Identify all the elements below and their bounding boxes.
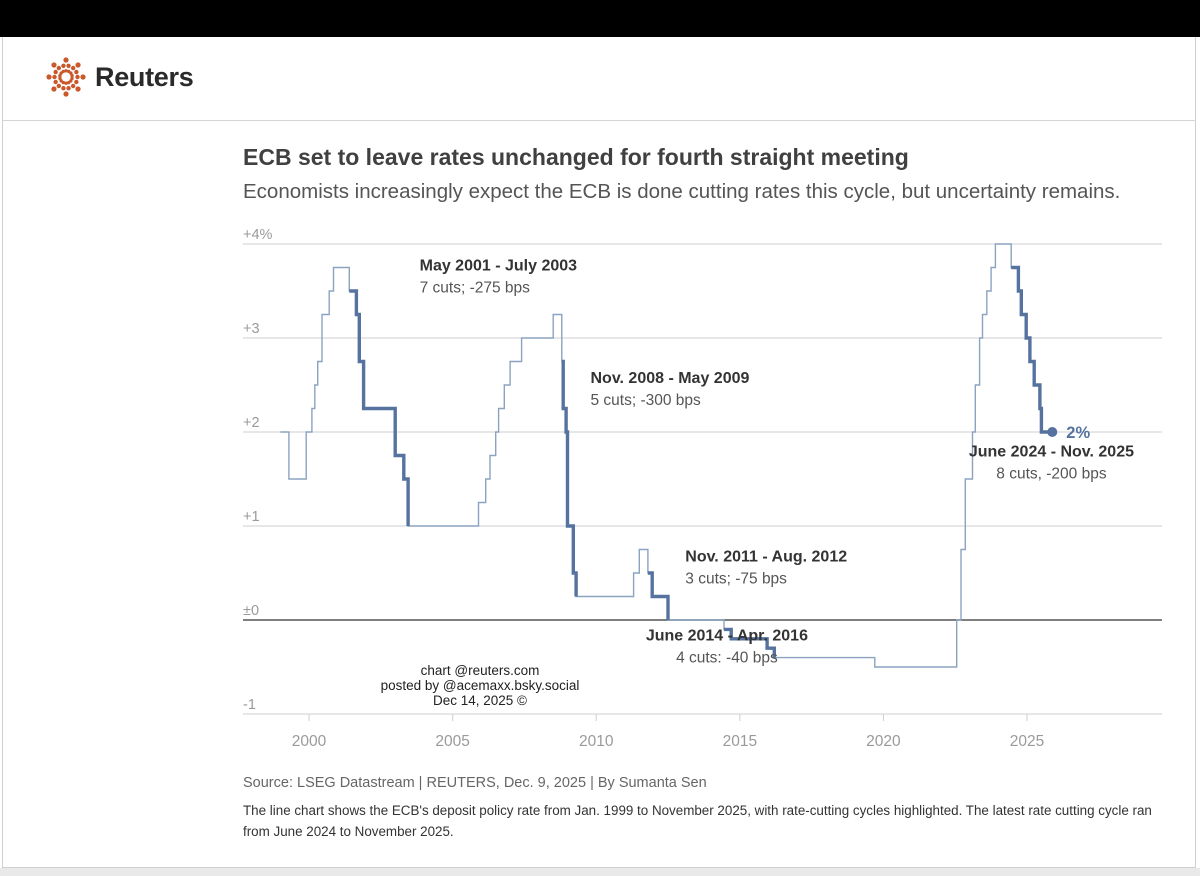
- x-tick-label: 2000: [292, 733, 327, 750]
- logo-dot: [51, 86, 57, 92]
- top-black-bar: [0, 0, 1200, 37]
- annotation-detail: 7 cuts; -275 bps: [420, 279, 531, 296]
- annotation-detail: 3 cuts; -75 bps: [685, 571, 787, 588]
- bottom-strip: [0, 868, 1200, 876]
- annotation-heading: Nov. 2011 - Aug. 2012: [685, 549, 847, 566]
- x-tick-label: 2025: [1010, 733, 1044, 750]
- latest-point: [1047, 427, 1058, 437]
- logo-dot: [70, 73, 74, 78]
- logo-dot: [46, 74, 52, 80]
- logo-dot: [66, 63, 71, 68]
- logo-dot: [64, 69, 68, 73]
- watermark: chart @reuters.com posted by @acemaxx.bs…: [360, 663, 600, 708]
- logo-dot: [66, 86, 71, 91]
- logo-dot: [56, 65, 62, 71]
- cycle-annotations: May 2001 - July 2003 7 cuts; -275 bps Nov.…: [420, 257, 1134, 666]
- chart-description: The line chart shows the ECB's deposit p…: [243, 803, 1152, 839]
- x-tick-label: 2015: [723, 733, 757, 750]
- y-tick-label: +4%: [243, 227, 273, 243]
- latest-marker: 2%: [1047, 424, 1090, 442]
- watermark-line: posted by @acemaxx.bsky.social: [380, 678, 580, 693]
- header-divider: [2, 120, 1196, 121]
- logo-dot: [74, 79, 79, 85]
- annotation-detail: 5 cuts; -300 bps: [590, 392, 701, 409]
- chart-title: ECB set to leave rates unchanged for fou…: [243, 144, 909, 170]
- logo-dot: [75, 86, 81, 92]
- y-tick-label: +3: [243, 321, 260, 337]
- annotation-heading: May 2001 - July 2003: [420, 257, 578, 274]
- source-note: Source: LSEG Datastream | REUTERS, Dec. …: [243, 775, 707, 791]
- y-tick-label: ±0: [243, 603, 259, 619]
- y-tick-label: -1: [243, 697, 256, 713]
- cutting-cycles: [349, 265, 1053, 658]
- x-tick-label: 2020: [866, 733, 901, 750]
- logo-dot: [53, 69, 58, 75]
- annotation-heading: June 2014 - Apr. 2016: [646, 628, 808, 645]
- brand-name: Reuters: [95, 61, 194, 92]
- y-axis-ticks: +4% +3 +2 +1 ±0 -1: [243, 227, 273, 713]
- logo-dot: [61, 69, 66, 74]
- annotation-detail: 4 cuts: -40 bps: [676, 650, 778, 667]
- y-tick-label: +2: [243, 415, 260, 431]
- y-tick-label: +1: [243, 509, 260, 525]
- logo-dot: [75, 74, 80, 80]
- x-tick-label: 2005: [435, 733, 469, 750]
- logo-dot: [61, 63, 66, 68]
- annotation-detail: 8 cuts, -200 bps: [996, 465, 1107, 482]
- cut-cycle-line: [349, 289, 410, 526]
- x-tick-label: 2010: [579, 733, 614, 750]
- watermark-line: Dec 14, 2025 ©: [432, 693, 527, 708]
- logo-dot: [80, 74, 86, 80]
- logo-dot: [63, 91, 69, 97]
- logo-dot: [53, 79, 58, 85]
- logo-dot: [52, 74, 57, 80]
- cut-cycle-line: [724, 627, 776, 658]
- logo-dot: [58, 76, 62, 81]
- cut-cycle-line: [1011, 265, 1053, 434]
- logo-dot: [70, 65, 76, 71]
- chart-subtitle: Economists increasingly expect the ECB i…: [243, 180, 1121, 203]
- logo-dot: [63, 57, 69, 63]
- logo-dot: [70, 83, 76, 89]
- chart-card: [2, 37, 1196, 868]
- cut-cycle-line: [561, 359, 578, 597]
- logo-dot: [75, 62, 81, 68]
- annotation-heading: Nov. 2008 - May 2009: [590, 370, 749, 387]
- cut-cycle-line: [647, 571, 670, 620]
- logo-dot: [61, 86, 66, 91]
- logo-dot: [51, 62, 57, 68]
- logo-dot: [56, 83, 62, 89]
- reuters-logo-icon: [46, 57, 86, 97]
- x-axis-ticks: 2000 2005 2010 2015 2020 2025: [292, 714, 1044, 750]
- watermark-line: chart @reuters.com: [420, 663, 540, 678]
- latest-label: 2%: [1066, 424, 1090, 442]
- logo-dot: [66, 80, 71, 85]
- reuters-logo[interactable]: Reuters: [45, 56, 194, 98]
- annotation-heading: June 2024 - Nov. 2025: [969, 443, 1134, 460]
- logo-dot: [64, 81, 68, 85]
- logo-dot: [74, 69, 79, 75]
